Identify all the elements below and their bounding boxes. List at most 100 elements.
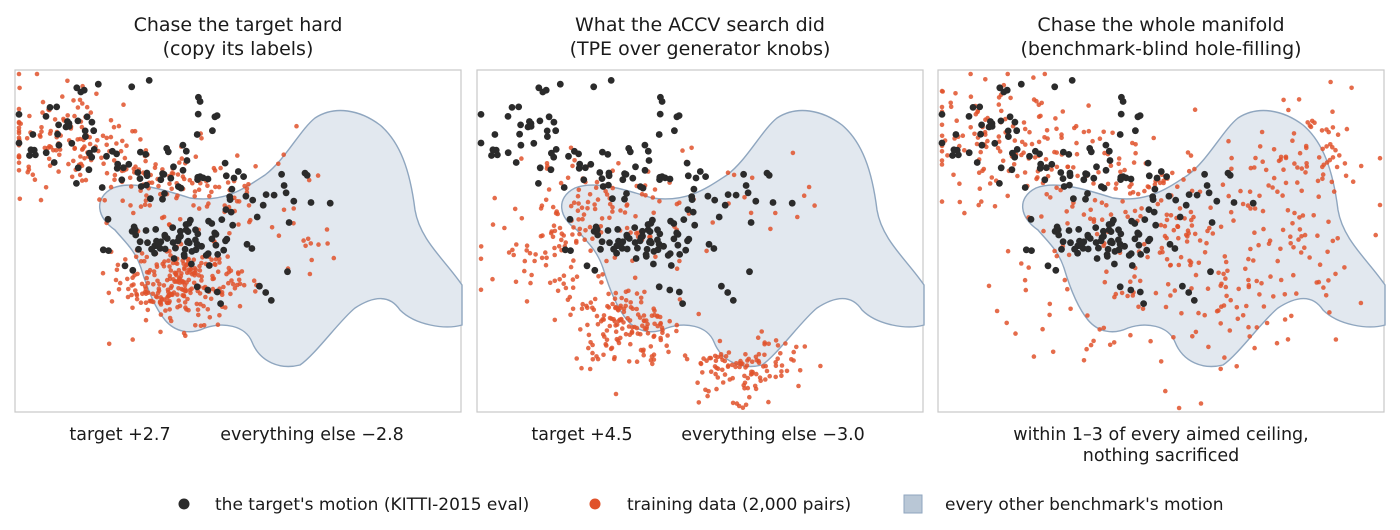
target-point bbox=[657, 93, 664, 101]
training-point bbox=[1196, 310, 1201, 316]
target-point bbox=[74, 164, 82, 172]
training-point bbox=[209, 257, 214, 262]
training-point bbox=[143, 158, 148, 164]
training-point bbox=[1251, 258, 1256, 263]
target-point bbox=[671, 127, 678, 135]
training-point bbox=[1278, 277, 1284, 283]
training-point bbox=[768, 226, 773, 232]
target-point bbox=[488, 152, 495, 159]
training-point bbox=[1208, 205, 1213, 210]
target-point bbox=[1026, 152, 1033, 160]
training-point bbox=[236, 277, 242, 283]
training-point bbox=[167, 292, 172, 297]
target-point bbox=[204, 250, 212, 257]
target-point bbox=[952, 131, 960, 138]
training-point bbox=[1004, 320, 1009, 326]
target-point bbox=[1057, 169, 1065, 176]
training-point bbox=[1066, 252, 1072, 258]
training-point bbox=[1234, 364, 1239, 369]
training-point bbox=[975, 109, 980, 115]
training-point bbox=[742, 380, 748, 386]
legend-training-label: training data (2,000 pairs) bbox=[627, 495, 851, 515]
training-point bbox=[143, 286, 149, 292]
training-point bbox=[71, 98, 76, 103]
training-point bbox=[1019, 139, 1025, 145]
training-point bbox=[576, 187, 582, 193]
training-point bbox=[42, 145, 48, 151]
target-point bbox=[614, 226, 622, 233]
training-point bbox=[1060, 109, 1066, 114]
training-point bbox=[945, 153, 950, 158]
training-point bbox=[586, 332, 592, 338]
training-point bbox=[88, 110, 94, 115]
training-point bbox=[1158, 222, 1164, 228]
training-point bbox=[154, 294, 160, 300]
training-point bbox=[653, 254, 658, 260]
target-point bbox=[179, 166, 187, 174]
training-point bbox=[1286, 107, 1291, 113]
training-point bbox=[1285, 208, 1291, 213]
training-point bbox=[1081, 358, 1087, 363]
training-point bbox=[674, 328, 679, 334]
target-point bbox=[515, 103, 523, 111]
target-point bbox=[1179, 282, 1186, 290]
target-point bbox=[605, 172, 613, 180]
training-point bbox=[205, 183, 210, 189]
training-point bbox=[123, 257, 128, 262]
training-point bbox=[712, 353, 718, 359]
training-point bbox=[1333, 337, 1339, 342]
target-point bbox=[645, 157, 653, 164]
target-point bbox=[243, 240, 251, 248]
target-point bbox=[326, 199, 334, 207]
training-point bbox=[558, 180, 564, 186]
training-point bbox=[1260, 159, 1265, 164]
training-point bbox=[1257, 292, 1262, 297]
training-point bbox=[775, 356, 780, 362]
panel-1-title-line-1: Chase the target hard bbox=[134, 14, 343, 36]
training-point bbox=[1246, 324, 1251, 330]
target-point bbox=[567, 247, 574, 255]
training-point bbox=[635, 312, 641, 317]
training-point bbox=[571, 258, 576, 263]
training-point bbox=[16, 120, 22, 126]
training-point bbox=[1064, 209, 1069, 214]
training-point bbox=[1186, 168, 1192, 174]
target-point bbox=[1087, 148, 1095, 156]
target-point bbox=[177, 227, 184, 235]
target-point bbox=[1143, 246, 1151, 254]
training-point bbox=[181, 330, 187, 336]
training-point bbox=[1343, 173, 1349, 179]
target-point bbox=[1017, 80, 1025, 88]
target-point bbox=[161, 231, 169, 239]
target-point bbox=[680, 216, 688, 224]
training-point bbox=[1285, 337, 1291, 342]
training-point bbox=[789, 357, 794, 362]
target-point bbox=[1116, 240, 1124, 248]
target-point bbox=[248, 245, 256, 252]
target-point bbox=[598, 238, 606, 246]
training-point bbox=[1122, 167, 1127, 173]
training-point bbox=[749, 369, 754, 375]
training-point bbox=[512, 206, 518, 212]
training-point bbox=[745, 375, 751, 381]
training-point bbox=[251, 278, 257, 283]
training-point bbox=[1349, 85, 1354, 91]
training-point bbox=[47, 131, 53, 136]
training-point bbox=[1278, 157, 1283, 162]
target-point bbox=[667, 262, 675, 269]
target-point bbox=[50, 159, 58, 166]
training-point bbox=[1261, 304, 1267, 309]
training-point bbox=[1047, 312, 1052, 318]
training-point bbox=[177, 160, 182, 165]
target-point bbox=[1249, 199, 1257, 207]
target-point bbox=[249, 196, 257, 204]
training-point bbox=[113, 277, 119, 283]
target-point bbox=[285, 219, 293, 226]
training-point bbox=[166, 258, 171, 263]
training-point bbox=[592, 206, 598, 212]
target-point bbox=[976, 103, 984, 111]
target-point bbox=[1116, 131, 1124, 138]
training-point bbox=[161, 283, 167, 288]
training-point bbox=[1139, 206, 1144, 211]
target-point bbox=[978, 141, 986, 149]
